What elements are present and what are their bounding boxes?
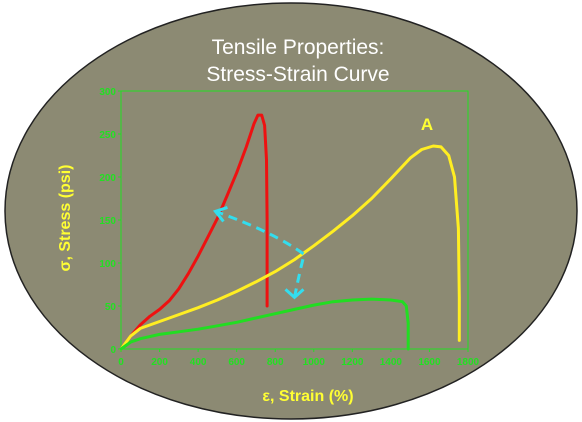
chart-title-line-2: Stress-Strain Curve: [206, 63, 389, 86]
series-label-a: A: [421, 115, 433, 134]
series-line-1: [119, 113, 269, 351]
y-tick-label: 0: [110, 345, 116, 356]
series-line-2: [119, 144, 461, 351]
x-tick-label: 800: [267, 357, 284, 368]
y-axis-label: σ, Stress (psi): [57, 165, 74, 272]
y-tick-label: 50: [105, 302, 117, 313]
x-tick-label: 1000: [303, 357, 326, 368]
chart-title-line-1: Tensile Properties:: [212, 36, 385, 59]
arrow-head-lower: [284, 288, 305, 300]
arrow-head-upper: [212, 205, 228, 223]
y-tick-label: 200: [99, 173, 116, 184]
y-tick-label: 150: [99, 216, 116, 227]
x-tick-label: 1600: [418, 357, 441, 368]
x-tick-label: 0: [118, 357, 124, 368]
dashed-arrow-path: [214, 209, 306, 298]
x-axis-label: ε, Strain (%): [262, 388, 353, 405]
x-tick-label: 1400: [380, 357, 403, 368]
x-axis: 0 200 400 600 800 1000 1200 1400 1600 1800: [118, 349, 480, 368]
series-group: [119, 113, 461, 351]
y-tick-label: 250: [99, 130, 116, 141]
x-tick-label: 200: [151, 357, 168, 368]
x-tick-label: 400: [190, 357, 207, 368]
x-tick-label: 1200: [341, 357, 364, 368]
annotation-group: [212, 205, 306, 300]
background-ellipse: [4, 2, 578, 420]
series-line-3: [119, 297, 410, 351]
y-axis: 0 50 100 150 200 250 300: [99, 87, 121, 356]
y-tick-label: 100: [99, 259, 116, 270]
x-tick-label: 600: [228, 357, 245, 368]
y-tick-label: 300: [99, 87, 116, 98]
x-tick-label: 1800: [457, 357, 480, 368]
